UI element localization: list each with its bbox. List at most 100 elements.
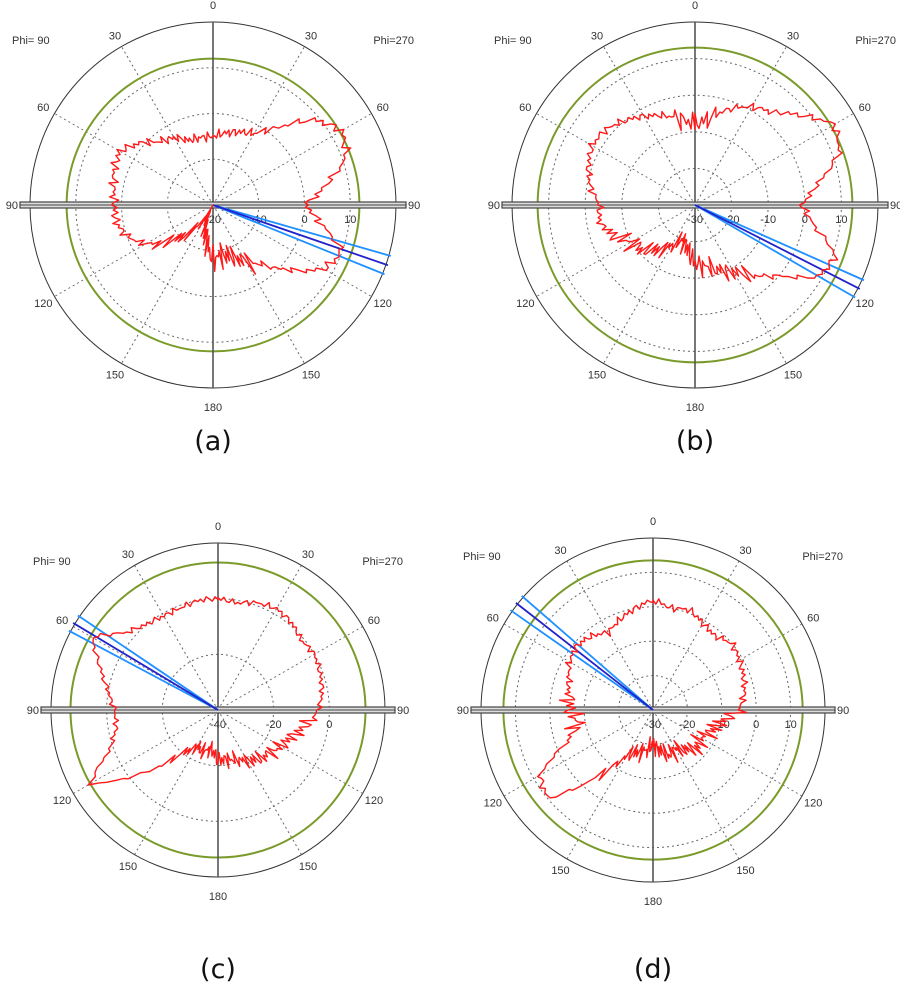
grid-spoke: [694, 113, 854, 206]
theta-label: 90: [457, 705, 469, 717]
theta-label: 60: [487, 613, 499, 625]
beam-edge-line: [521, 595, 654, 711]
phi-right-label: Phi=270: [855, 35, 896, 47]
grid-spoke: [121, 46, 214, 206]
radial-tick-label: -20: [679, 719, 695, 731]
radiation-pattern: [108, 117, 352, 275]
theta-label: 150: [299, 861, 317, 873]
grid-spoke: [566, 709, 654, 860]
theta-label: 0: [692, 0, 698, 12]
theta-label: 90: [837, 705, 849, 717]
phi-left-label: Phi= 90: [463, 551, 501, 563]
grid-spoke: [212, 113, 372, 206]
phi-left-label: Phi= 90: [33, 556, 71, 568]
subfigure-caption: (c): [200, 954, 236, 985]
theta-label: 90: [890, 200, 900, 212]
radial-tick-label: -20: [205, 214, 221, 226]
grid-spoke: [536, 204, 696, 297]
grid-spoke: [694, 204, 787, 364]
grid-spoke: [503, 623, 654, 711]
theta-label: 120: [804, 798, 822, 810]
theta-label: 180: [204, 402, 222, 414]
beam-edge-line: [212, 204, 392, 257]
theta-label: 30: [122, 549, 134, 561]
theta-label: 60: [37, 102, 49, 114]
polar-plot-b: -30 -20 -10 0 100306090120150180150120906030…: [488, 0, 900, 457]
beam-edge-line: [77, 614, 219, 711]
theta-label: 0: [210, 0, 216, 12]
radiation-pattern: [536, 598, 749, 799]
theta-label: 90: [488, 200, 500, 212]
radial-tick-label: -30: [645, 719, 661, 731]
grid-spoke: [652, 709, 740, 860]
grid-spoke: [134, 709, 219, 855]
theta-label: 150: [119, 861, 137, 873]
radiation-pattern: [585, 102, 843, 283]
theta-label: 120: [53, 795, 71, 807]
grid-spoke: [217, 709, 363, 794]
radial-tick-label: 10: [835, 214, 847, 226]
grid-spoke: [652, 623, 803, 711]
subfigure-caption: (d): [634, 954, 672, 985]
theta-label: 30: [109, 30, 121, 42]
beam-edge-line: [509, 609, 654, 711]
grid-spoke: [212, 46, 305, 206]
theta-label: 120: [365, 795, 383, 807]
theta-label: 150: [551, 865, 569, 877]
theta-label: 120: [484, 798, 502, 810]
theta-label: 30: [305, 30, 317, 42]
theta-label: 120: [374, 298, 392, 310]
grid-spoke: [73, 709, 219, 794]
theta-label: 150: [784, 370, 802, 382]
theta-label: 180: [686, 402, 704, 414]
phi-right-label: Phi=270: [362, 556, 403, 568]
phi-right-label: Phi=270: [373, 35, 414, 47]
beam-edge-line: [212, 204, 385, 276]
theta-label: 90: [408, 200, 420, 212]
beam-center-line: [694, 204, 861, 290]
grid-spoke: [54, 204, 214, 297]
theta-label: 0: [215, 521, 221, 533]
polar-plot-d: -30 -20 -10 0 100306090120150180150120906030…: [457, 516, 850, 985]
theta-label: 90: [6, 200, 18, 212]
grid-spoke: [217, 565, 302, 711]
subfigure-caption: (b): [676, 426, 714, 457]
grid-spoke: [54, 113, 214, 206]
theta-label: 60: [519, 102, 531, 114]
grid-spoke: [603, 204, 696, 364]
theta-label: 150: [588, 370, 606, 382]
subfigure-caption: (a): [194, 426, 232, 457]
grid-spoke: [217, 626, 363, 711]
grid-spoke: [212, 204, 372, 297]
beam-center-line: [212, 204, 389, 267]
beam-center-line: [72, 622, 219, 711]
phi-left-label: Phi= 90: [494, 35, 532, 47]
theta-label: 60: [377, 102, 389, 114]
theta-label: 180: [209, 891, 227, 903]
radial-tick-label: 0: [326, 719, 332, 731]
radial-tick-label: 10: [344, 214, 356, 226]
grid-spoke: [652, 709, 803, 797]
radial-tick-label: -40: [210, 719, 226, 731]
phi-right-label: Phi=270: [802, 551, 843, 563]
radial-tick-label: -10: [760, 214, 776, 226]
grid-spoke: [603, 46, 696, 206]
theta-label: 30: [739, 545, 751, 557]
theta-label: 150: [106, 370, 124, 382]
beam-center-line: [515, 602, 654, 711]
theta-label: 30: [554, 545, 566, 557]
beam-edge-line: [694, 204, 865, 282]
theta-label: 150: [302, 370, 320, 382]
radial-tick-label: 0: [802, 214, 808, 226]
theta-label: 60: [56, 615, 68, 627]
theta-label: 120: [516, 298, 534, 310]
grid-spoke: [217, 709, 302, 855]
radial-tick-label: 0: [301, 214, 307, 226]
radial-tick-label: 0: [753, 719, 759, 731]
radial-tick-label: 10: [784, 719, 796, 731]
theta-label: 30: [787, 30, 799, 42]
theta-label: 90: [27, 705, 39, 717]
theta-label: 30: [591, 30, 603, 42]
theta-label: 60: [807, 613, 819, 625]
